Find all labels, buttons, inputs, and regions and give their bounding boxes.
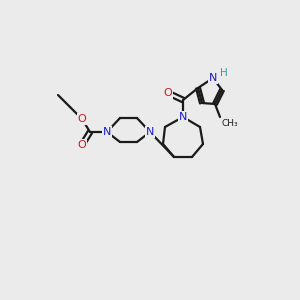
Text: N: N	[103, 127, 111, 137]
Text: O: O	[78, 140, 86, 150]
Text: N: N	[146, 127, 154, 137]
Text: H: H	[220, 68, 228, 78]
Text: N: N	[209, 73, 217, 83]
Text: N: N	[179, 112, 187, 122]
Text: CH₃: CH₃	[222, 119, 238, 128]
Text: O: O	[164, 88, 172, 98]
Text: O: O	[78, 114, 86, 124]
